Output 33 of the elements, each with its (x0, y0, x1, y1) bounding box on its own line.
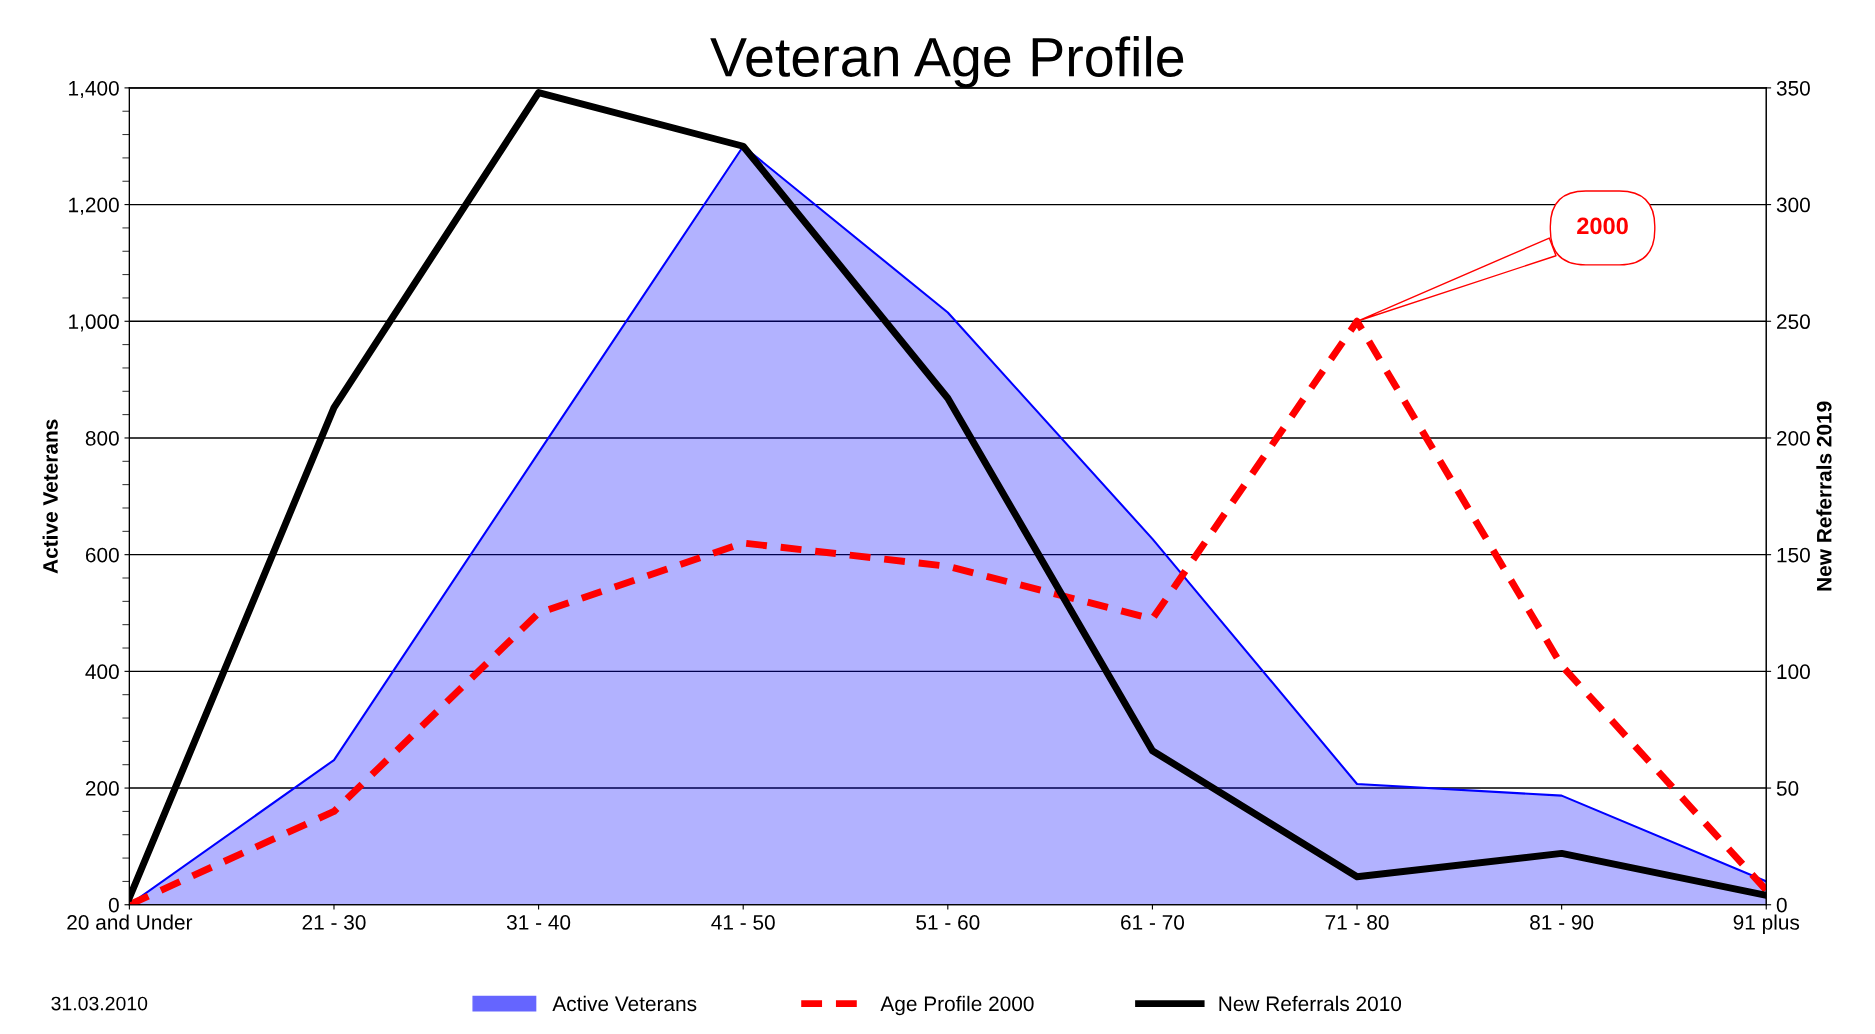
x-tick-label: 21 - 30 (302, 915, 366, 930)
x-tick-label: 71 - 80 (1325, 915, 1389, 930)
y2-tick-label: 300 (1776, 197, 1810, 213)
y-tick-label: 1,000 (69, 314, 119, 332)
chart-title: Veteran Age Profile (710, 36, 1184, 88)
text: 31.03.2010 (51, 996, 148, 1011)
y2-tick-label: 200 (1777, 430, 1810, 446)
legend-label: New Referrals 2010 (1219, 995, 1402, 1012)
y2-axis-title: New Referrals 2019 (1816, 401, 1832, 591)
y-tick-label: 600 (85, 547, 119, 563)
y-tick-label: 1,400 (69, 80, 119, 99)
x-tick-label: 51 - 60 (916, 915, 980, 930)
y2-tick-label: 350 (1776, 80, 1810, 96)
y2-tick-label: 0 (1776, 897, 1787, 913)
x-tick-label: 61 - 70 (1121, 915, 1185, 930)
y-tick-label: 400 (85, 664, 119, 680)
y-tick-label: 200 (85, 781, 119, 796)
legend-label: Active Veterans (552, 995, 697, 1012)
y2-tick-label: 50 (1776, 781, 1799, 796)
x-tick-label: 31 - 40 (506, 915, 571, 930)
y2-tick-label: 150 (1777, 547, 1810, 563)
y-tick-label: 1,200 (69, 197, 119, 215)
y-tick-label: 0 (108, 897, 119, 913)
x-tick-label: 20 and Under (67, 914, 193, 930)
legend-label: Age Profile 2000 (880, 995, 1034, 1016)
annotation: 2000 (1577, 217, 1628, 235)
x-tick-label: 91 plus (1733, 914, 1800, 934)
y2-tick-label: 250 (1777, 314, 1810, 330)
x-tick-label: 81 - 90 (1530, 915, 1594, 930)
x-tick-label: 41 - 50 (711, 915, 775, 930)
y2-tick-label: 100 (1777, 664, 1810, 680)
y-axis-title: Active Veterans (42, 419, 58, 574)
y-tick-label: 800 (85, 430, 119, 446)
